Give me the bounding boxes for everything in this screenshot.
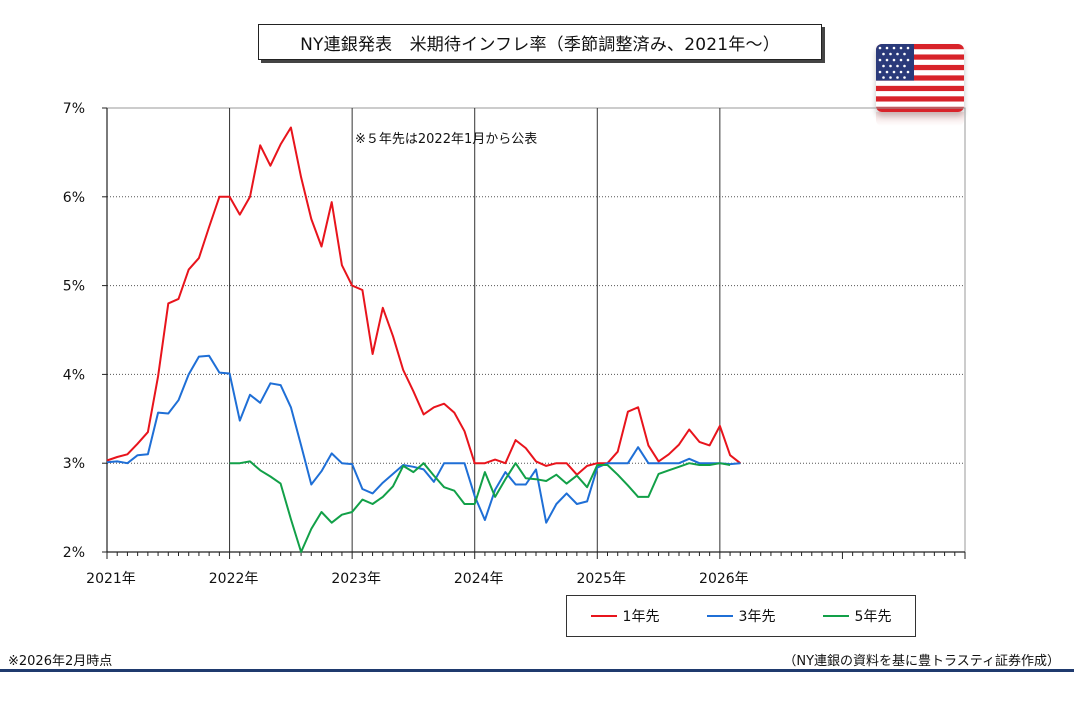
series-line-3y [106, 354, 741, 524]
plot-area-border [106, 107, 966, 553]
legend-label-3y: 3年先 [738, 609, 776, 625]
x-tick-label: 2021年 [86, 571, 136, 587]
us-flag-icon [876, 44, 964, 112]
x-tick-label: 2023年 [331, 571, 381, 587]
x-tick-label: 2026年 [699, 571, 749, 587]
legend-swatch-5y [822, 615, 849, 617]
chart-series [106, 126, 741, 553]
legend-item-3y: 3年先 [706, 606, 776, 626]
legend-label-1y: 1年先 [622, 609, 660, 625]
legend-item-5y: 5年先 [822, 606, 892, 626]
y-tick-label: 4% [63, 367, 85, 383]
footer-date-note: ※2026年2月時点 [8, 654, 113, 669]
chart-annotation: ※５年先は2022年1月から公表 [355, 132, 537, 147]
legend-swatch-1y [590, 615, 617, 617]
bottom-divider [0, 669, 1074, 672]
legend-swatch-3y [706, 615, 733, 617]
chart-title-text: NY連銀発表 米期待インフレ率（季節調整済み、2021年〜） [300, 34, 780, 55]
footer-source-note: （NY連銀の資料を基に豊トラスティ証券作成） [783, 654, 1060, 669]
y-tick-label: 7% [63, 101, 85, 117]
chart-grid [106, 107, 966, 553]
legend-label-5y: 5年先 [854, 609, 892, 625]
y-tick-label: 2% [63, 545, 85, 561]
flag-reflection [876, 112, 964, 126]
chart-tick-labels: 2% 3% 4% 5% 6% 7% 2021年 2022年 2023年 2024年 2025年 202… [63, 101, 749, 587]
y-tick-label: 5% [63, 279, 85, 295]
series-line-5y [229, 460, 731, 553]
x-tick-label: 2024年 [454, 571, 504, 587]
x-tick-label: 2025年 [576, 571, 626, 587]
chart-axes [102, 107, 966, 559]
line-chart: 2% 3% 4% 5% 6% 7% 2021年 2022年 2023年 2024年 2025年 202… [63, 101, 966, 587]
chart-title: NY連銀発表 米期待インフレ率（季節調整済み、2021年〜） [258, 24, 822, 60]
series-line-1y [106, 126, 741, 476]
x-tick-label: 2022年 [209, 571, 259, 587]
legend-item-1y: 1年先 [590, 606, 660, 626]
y-tick-label: 6% [63, 190, 85, 206]
chart-legend: 1年先 3年先 5年先 [566, 595, 916, 637]
y-tick-label: 3% [63, 456, 85, 472]
